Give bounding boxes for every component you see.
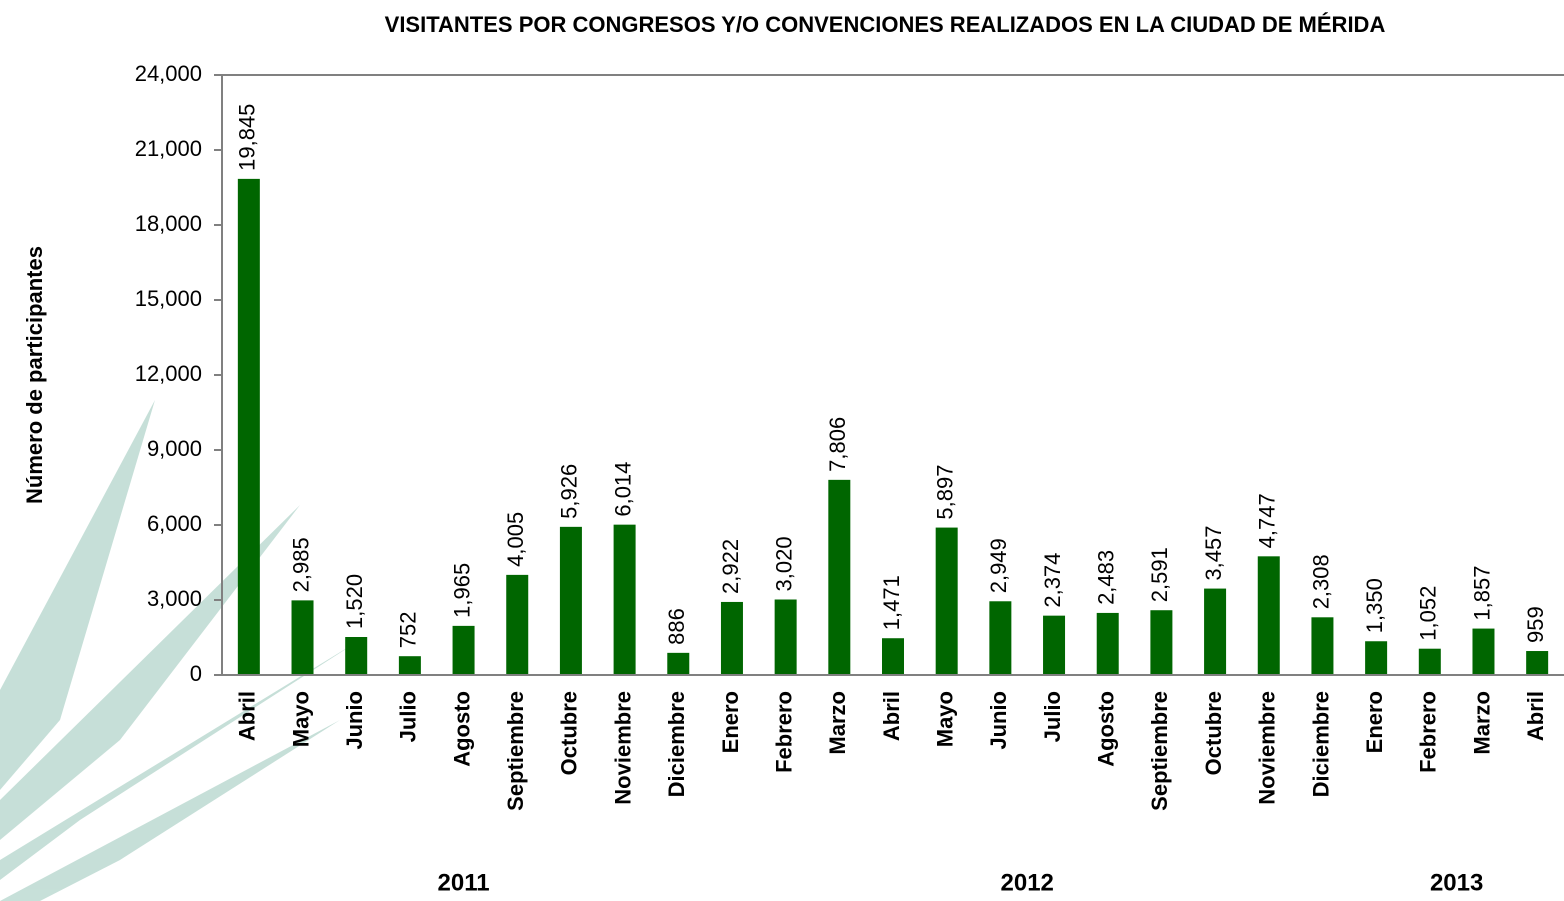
x-tick-label: Julio: [1040, 691, 1065, 742]
bar: [1204, 588, 1227, 675]
x-tick-label: Octubre: [557, 691, 582, 775]
value-label: 1,350: [1362, 578, 1387, 633]
x-tick-label: Abril: [235, 691, 260, 741]
x-tick-label: Mayo: [932, 691, 957, 747]
bar: [1365, 641, 1388, 675]
x-tick-label: Mayo: [288, 691, 313, 747]
group-label: 2011: [438, 869, 490, 896]
bar: [667, 652, 690, 675]
bar: [1257, 556, 1280, 675]
background-leaves: [0, 400, 360, 901]
y-tick-label: 24,000: [135, 61, 202, 86]
x-tick-label: Septiembre: [503, 691, 528, 811]
value-label: 2,483: [1094, 550, 1119, 605]
bar: [1472, 628, 1495, 675]
y-axis-title: Número de participantes: [22, 246, 47, 504]
bar: [828, 479, 851, 675]
bar: [720, 601, 743, 675]
x-tick-label: Agosto: [1094, 691, 1119, 767]
value-label: 2,591: [1147, 547, 1172, 602]
x-tick-label: Enero: [1362, 691, 1387, 753]
bar: [291, 600, 314, 675]
value-label: 1,052: [1416, 586, 1441, 641]
bar: [237, 178, 260, 675]
x-tick-label: Marzo: [1469, 691, 1494, 755]
value-label: 2,374: [1040, 553, 1065, 608]
x-tick-label: Enero: [718, 691, 743, 753]
value-label: 7,806: [825, 417, 850, 472]
bar: [1418, 648, 1441, 675]
x-tick-label: Noviembre: [610, 691, 635, 805]
value-label: 4,747: [1255, 493, 1280, 548]
x-tick-label: Septiembre: [1147, 691, 1172, 811]
leaf: [0, 505, 300, 840]
bar: [774, 599, 797, 675]
bar: [345, 637, 368, 675]
x-tick-label: Abril: [1523, 691, 1548, 741]
value-label: 4,005: [503, 512, 528, 567]
value-label: 5,897: [932, 465, 957, 520]
x-tick-label: Agosto: [449, 691, 474, 767]
x-tick-label: Febrero: [771, 691, 796, 773]
bar: [506, 574, 529, 675]
x-tick-label: Junio: [342, 691, 367, 750]
value-label: 1,471: [879, 575, 904, 630]
chart-title: VISITANTES POR CONGRESOS Y/O CONVENCIONE…: [385, 12, 1386, 37]
value-label: 2,308: [1308, 554, 1333, 609]
value-label: 959: [1523, 606, 1548, 643]
value-label: 2,922: [718, 539, 743, 594]
value-label: 5,926: [557, 464, 582, 519]
value-label: 2,985: [288, 537, 313, 592]
value-label: 752: [396, 611, 421, 648]
y-tick-label: 15,000: [135, 286, 202, 311]
bar: [613, 524, 636, 675]
value-label: 3,457: [1201, 526, 1226, 581]
value-label: 1,520: [342, 574, 367, 629]
group-label: 2013: [1430, 869, 1483, 896]
x-tick-label: Diciembre: [1308, 691, 1333, 797]
bar: [452, 625, 475, 675]
y-tick-label: 12,000: [135, 361, 202, 386]
group-label: 2012: [1001, 869, 1054, 896]
y-tick-label: 6,000: [147, 511, 202, 536]
value-label: 1,857: [1469, 566, 1494, 621]
leaf: [0, 400, 155, 790]
y-tick-label: 9,000: [147, 436, 202, 461]
x-tick-label: Marzo: [825, 691, 850, 755]
leaf: [0, 720, 340, 901]
x-tick-label: Noviembre: [1255, 691, 1280, 805]
y-tick-label: 18,000: [135, 211, 202, 236]
bar: [1150, 610, 1173, 675]
value-label: 886: [664, 608, 689, 645]
value-label: 2,949: [986, 538, 1011, 593]
bar: [559, 526, 582, 675]
x-tick-label: Diciembre: [664, 691, 689, 797]
bar: [1311, 617, 1334, 675]
value-label: 1,965: [449, 563, 474, 618]
value-label: 19,845: [235, 104, 260, 171]
value-label: 3,020: [771, 536, 796, 591]
y-tick-label: 0: [190, 661, 202, 686]
y-tick-label: 21,000: [135, 136, 202, 161]
bar: [1043, 615, 1066, 675]
x-tick-label: Junio: [986, 691, 1011, 750]
bar: [989, 601, 1012, 675]
x-tick-label: Abril: [879, 691, 904, 741]
bar: [935, 527, 958, 675]
bar: [1526, 651, 1549, 675]
bar: [882, 638, 904, 675]
x-tick-label: Febrero: [1416, 691, 1441, 773]
value-label: 6,014: [610, 462, 635, 517]
bar: [398, 656, 421, 675]
y-tick-label: 3,000: [147, 586, 202, 611]
bar: [1096, 612, 1119, 675]
x-tick-label: Octubre: [1201, 691, 1226, 775]
x-tick-label: Julio: [396, 691, 421, 742]
